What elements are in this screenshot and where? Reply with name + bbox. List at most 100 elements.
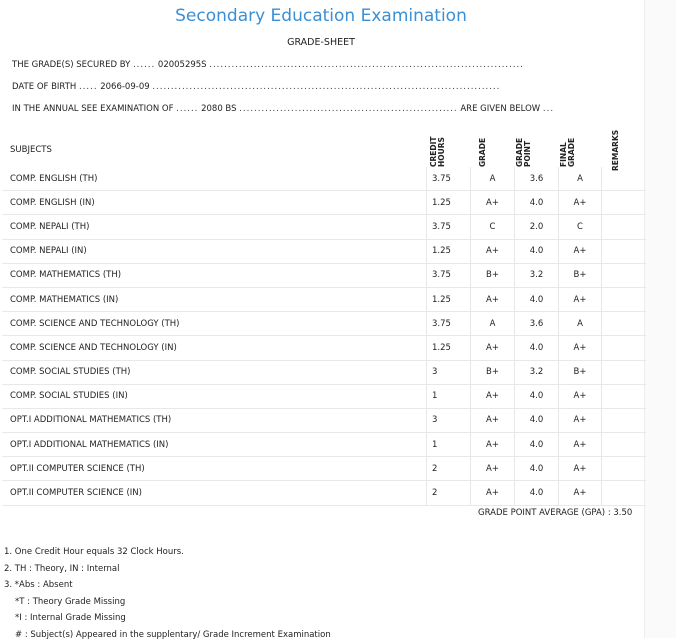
final-grade-cell: A	[558, 311, 602, 337]
grade-point-cell: 4.0	[514, 456, 559, 482]
remarks-cell	[601, 432, 646, 458]
final-grade-cell: A+	[558, 190, 602, 216]
exam-year: 2080 BS	[201, 104, 237, 114]
remarks-cell	[601, 239, 646, 264]
grade-cell: A+	[470, 456, 515, 482]
grade-point-cell: 4.0	[514, 408, 559, 434]
subject-cell: COMP. SOCIAL STUDIES (TH)	[2, 360, 427, 385]
grade-point-cell: 4.0	[514, 432, 559, 458]
gpa-label: GRADE POINT AVERAGE (GPA) :	[478, 508, 611, 518]
final-grade-cell: B+	[558, 360, 602, 385]
given-below: ARE GIVEN BELOW	[460, 104, 541, 114]
subject-cell: COMP. SOCIAL STUDIES (IN)	[2, 384, 427, 409]
dob-label: DATE OF BIRTH	[12, 82, 77, 92]
credit-hours-cell: 1	[426, 432, 471, 458]
table-row: OPT.I ADDITIONAL MATHEMATICS (TH) 3 A+ 4.0 A…	[2, 408, 646, 434]
grade-point-cell: 4.0	[514, 480, 559, 506]
grade-point-cell: 4.0	[514, 384, 559, 409]
table-row: OPT.II COMPUTER SCIENCE (TH) 2 A+ 4.0 A+	[2, 456, 646, 482]
header-final-grade-text: FINAL GRADE	[559, 137, 576, 167]
remarks-cell	[601, 214, 646, 240]
final-grade-cell: A+	[558, 480, 602, 506]
grade-point-cell: 3.6	[514, 167, 559, 192]
grade-cell: A+	[470, 239, 515, 264]
table-row: COMP. MATHEMATICS (TH) 3.75 B+ 3.2 B+	[2, 263, 646, 288]
dob-line: DATE OF BIRTH ..... 2066-09-09 .........…	[12, 82, 501, 92]
subject-cell: COMP. SCIENCE AND TECHNOLOGY (IN)	[2, 335, 427, 361]
grade-cell: B+	[470, 263, 515, 288]
grade-point-cell: 3.6	[514, 311, 559, 337]
table-row: COMP. NEPALI (TH) 3.75 C 2.0 C	[2, 214, 646, 240]
grade-point-cell: 4.0	[514, 335, 559, 361]
credit-hours-cell: 3	[426, 360, 471, 385]
gpa-value: 3.50	[613, 508, 633, 518]
header-grade-point: GRADE POINT	[515, 131, 534, 167]
grade-cell: C	[470, 214, 515, 240]
subject-cell: COMP. MATHEMATICS (IN)	[2, 287, 427, 313]
remarks-cell	[601, 360, 646, 385]
header-credit-hours-text: CREDIT HOURS	[429, 136, 446, 167]
remarks-cell	[601, 384, 646, 409]
subject-cell: OPT.I ADDITIONAL MATHEMATICS (IN)	[2, 432, 427, 458]
final-grade-cell: A+	[558, 287, 602, 313]
header-remarks-text: REMARKS	[611, 129, 620, 171]
grade-cell: A+	[470, 190, 515, 216]
credit-hours-cell: 1.25	[426, 287, 471, 313]
notes: 1. One Credit Hour equals 32 Clock Hours…	[4, 544, 331, 644]
header-subjects: SUBJECTS	[10, 145, 52, 155]
header-credit-hours: CREDIT HOURS	[429, 131, 448, 167]
final-grade-cell: B+	[558, 263, 602, 288]
grade-secured-label: THE GRADE(S) SECURED BY	[12, 60, 131, 70]
grade-cell: A+	[470, 287, 515, 313]
table-row: COMP. MATHEMATICS (IN) 1.25 A+ 4.0 A+	[2, 287, 646, 313]
credit-hours-cell: 1	[426, 384, 471, 409]
grade-point-cell: 4.0	[514, 190, 559, 216]
grade-cell: A+	[470, 480, 515, 506]
right-margin-strip	[645, 0, 676, 638]
remarks-cell	[601, 408, 646, 434]
note-item: *T : Theory Grade Missing	[15, 596, 126, 607]
grade-table: COMP. ENGLISH (TH) 3.75 A 3.6 A COMP. ENGLISH…	[2, 167, 646, 506]
grade-point-cell: 3.2	[514, 360, 559, 385]
subject-cell: COMP. SCIENCE AND TECHNOLOGY (TH)	[2, 311, 427, 337]
gpa-line: GRADE POINT AVERAGE (GPA) : 3.50	[478, 508, 632, 518]
grade-cell: A+	[470, 384, 515, 409]
final-grade-cell: A+	[558, 384, 602, 409]
table-row: OPT.II COMPUTER SCIENCE (IN) 2 A+ 4.0 A+	[2, 480, 646, 506]
remarks-cell	[601, 263, 646, 288]
table-row: COMP. SCIENCE AND TECHNOLOGY (IN) 1.25 A+ 4…	[2, 335, 646, 361]
table-row: COMP. ENGLISH (TH) 3.75 A 3.6 A	[2, 167, 646, 192]
grade-secured-line: THE GRADE(S) SECURED BY ...... 02005295S…	[12, 60, 524, 70]
credit-hours-cell: 3.75	[426, 311, 471, 337]
note-item: 3. *Abs : Absent	[4, 580, 73, 591]
exam-line: IN THE ANNUAL SEE EXAMINATION OF ...... …	[12, 104, 555, 114]
credit-hours-cell: 1.25	[426, 239, 471, 264]
note-item: # : Subject(s) Appeared in the supplenta…	[15, 629, 331, 640]
remarks-cell	[601, 190, 646, 216]
final-grade-cell: A+	[558, 456, 602, 482]
header-grade: GRADE	[478, 131, 489, 167]
subject-cell: COMP. ENGLISH (IN)	[2, 190, 427, 216]
credit-hours-cell: 3.75	[426, 214, 471, 240]
grade-point-cell: 4.0	[514, 239, 559, 264]
final-grade-cell: C	[558, 214, 602, 240]
note-item: *I : Internal Grade Missing	[15, 613, 126, 624]
credit-hours-cell: 2	[426, 456, 471, 482]
subject-cell: COMP. MATHEMATICS (TH)	[2, 263, 427, 288]
exam-label: IN THE ANNUAL SEE EXAMINATION OF	[12, 104, 174, 114]
final-grade-cell: A+	[558, 432, 602, 458]
subject-cell: COMP. ENGLISH (TH)	[2, 167, 427, 192]
final-grade-cell: A	[558, 167, 602, 192]
grade-cell: B+	[470, 360, 515, 385]
page-title: Secondary Education Examination	[175, 6, 467, 26]
final-grade-cell: A+	[558, 335, 602, 361]
note-item: 1. One Credit Hour equals 32 Clock Hours…	[4, 547, 184, 557]
grade-cell: A	[470, 167, 515, 192]
symbol-number: 02005295S	[157, 60, 207, 70]
remarks-cell	[601, 480, 646, 506]
table-row: COMP. ENGLISH (IN) 1.25 A+ 4.0 A+	[2, 190, 646, 216]
remarks-cell	[601, 287, 646, 313]
dob-value: 2066-09-09	[100, 82, 150, 92]
grade-cell: A+	[470, 432, 515, 458]
table-row: COMP. SOCIAL STUDIES (IN) 1 A+ 4.0 A+	[2, 384, 646, 409]
